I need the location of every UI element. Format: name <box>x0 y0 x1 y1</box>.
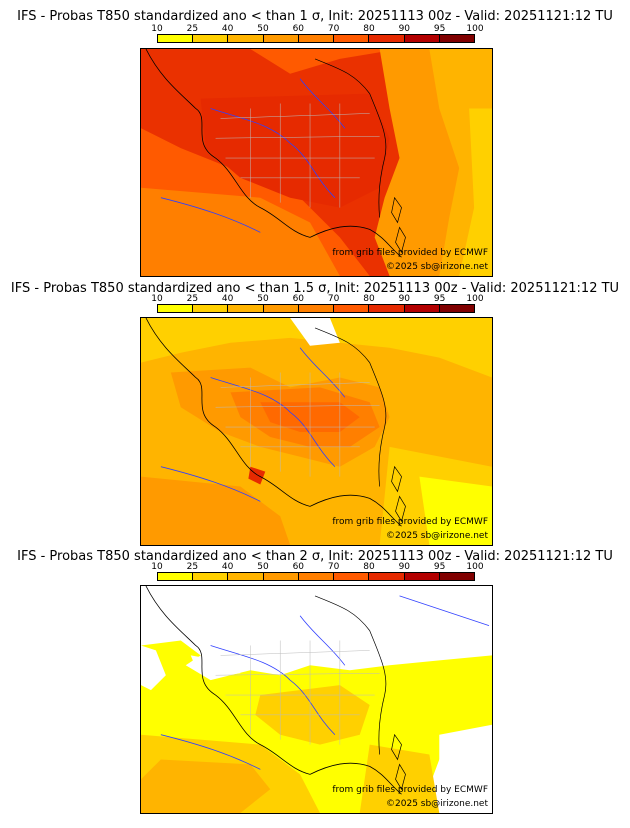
panel-1-map: from grib files provided by ECMWF ©2025 … <box>140 48 493 277</box>
colorbar-swatch <box>158 35 194 42</box>
colorbar-tick: 40 <box>221 294 234 304</box>
panel-3-map: from grib files provided by ECMWF ©2025 … <box>140 585 493 814</box>
colorbar-tick: 50 <box>257 294 269 304</box>
colorbar-swatch <box>334 573 370 580</box>
data-source-credit: from grib files provided by ECMWF <box>332 517 488 527</box>
panel-1-colorbar: 10 25 40 50 60 70 80 90 95 100 <box>151 24 484 44</box>
colorbar-swatches <box>157 34 475 43</box>
colorbar-swatch <box>228 35 264 42</box>
colorbar-tick: 95 <box>433 24 446 34</box>
colorbar-tick: 100 <box>466 294 484 304</box>
colorbar-tick: 100 <box>466 24 484 34</box>
colorbar-swatch <box>158 305 194 312</box>
panel-2-colorbar: 10 25 40 50 60 70 80 90 95 100 <box>151 294 484 314</box>
colorbar-swatch <box>193 305 229 312</box>
probability-map-3 <box>141 586 492 813</box>
colorbar-tick: 80 <box>363 562 375 572</box>
colorbar-ticks: 10 25 40 50 60 70 80 90 95 100 <box>151 294 483 304</box>
panel-2-map: from grib files provided by ECMWF ©2025 … <box>140 317 493 546</box>
panel-2-title: IFS - Probas T850 standardized ano < tha… <box>10 281 620 296</box>
colorbar-tick: 25 <box>186 294 199 304</box>
colorbar-tick: 100 <box>466 562 484 572</box>
colorbar-swatch <box>298 35 335 42</box>
colorbar-tick: 25 <box>186 24 199 34</box>
colorbar-swatch <box>298 573 335 580</box>
copyright-credit: ©2025 sb@irizone.net <box>386 262 488 272</box>
copyright-credit: ©2025 sb@irizone.net <box>386 799 488 809</box>
colorbar-swatches <box>157 304 475 313</box>
colorbar-tick: 40 <box>221 24 234 34</box>
colorbar-tick: 80 <box>363 294 375 304</box>
colorbar-swatch <box>404 305 440 312</box>
colorbar-swatches <box>157 572 475 581</box>
colorbar-tick: 95 <box>433 562 446 572</box>
colorbar-tick: 60 <box>292 24 305 34</box>
colorbar-tick: 90 <box>398 24 411 34</box>
data-source-credit: from grib files provided by ECMWF <box>332 248 488 258</box>
colorbar-swatch <box>404 35 440 42</box>
probability-map-2 <box>141 318 492 545</box>
probability-map-1 <box>141 49 492 276</box>
colorbar-tick: 90 <box>398 294 411 304</box>
colorbar-tick: 10 <box>151 294 163 304</box>
colorbar-tick: 60 <box>292 294 305 304</box>
colorbar-swatch <box>298 305 335 312</box>
colorbar-swatch <box>439 573 474 580</box>
panel-3-title: IFS - Probas T850 standardized ano < tha… <box>17 549 613 564</box>
colorbar-ticks: 10 25 40 50 60 70 80 90 95 100 <box>151 562 483 572</box>
colorbar-tick: 70 <box>327 562 340 572</box>
colorbar-swatch <box>334 305 370 312</box>
colorbar-tick: 50 <box>257 562 269 572</box>
colorbar-swatch <box>369 35 405 42</box>
colorbar-ticks: 10 25 40 50 60 70 80 90 95 100 <box>151 24 483 34</box>
panel-1-title: IFS - Probas T850 standardized ano < tha… <box>17 9 613 24</box>
data-source-credit: from grib files provided by ECMWF <box>332 785 488 795</box>
colorbar-swatch <box>439 305 474 312</box>
colorbar-tick: 60 <box>292 562 305 572</box>
colorbar-tick: 10 <box>151 24 163 34</box>
colorbar-tick: 70 <box>327 294 340 304</box>
colorbar-tick: 90 <box>398 562 411 572</box>
colorbar-swatch <box>334 35 370 42</box>
colorbar-swatch <box>263 573 299 580</box>
colorbar-swatch <box>439 35 474 42</box>
colorbar-tick: 10 <box>151 562 163 572</box>
colorbar-swatch <box>263 35 299 42</box>
colorbar-swatch <box>228 573 264 580</box>
colorbar-tick: 80 <box>363 24 375 34</box>
colorbar-swatch <box>369 573 405 580</box>
colorbar-swatch <box>404 573 440 580</box>
colorbar-swatch <box>263 305 299 312</box>
colorbar-tick: 25 <box>186 562 199 572</box>
copyright-credit: ©2025 sb@irizone.net <box>386 531 488 541</box>
colorbar-tick: 40 <box>221 562 234 572</box>
colorbar-tick: 50 <box>257 24 269 34</box>
colorbar-swatch <box>158 573 194 580</box>
colorbar-swatch <box>228 305 264 312</box>
colorbar-tick: 95 <box>433 294 446 304</box>
colorbar-swatch <box>193 35 229 42</box>
colorbar-tick: 70 <box>327 24 340 34</box>
panel-3-colorbar: 10 25 40 50 60 70 80 90 95 100 <box>151 562 484 582</box>
colorbar-swatch <box>369 305 405 312</box>
colorbar-swatch <box>193 573 229 580</box>
